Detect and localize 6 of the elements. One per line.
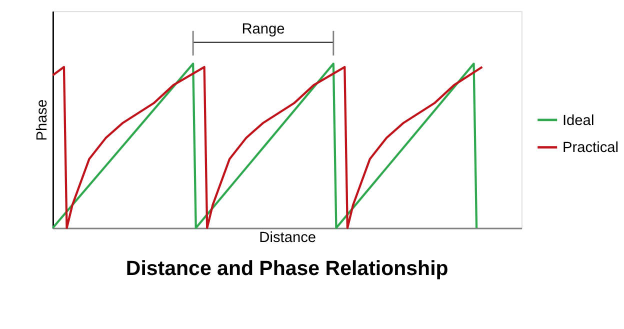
x-axis-title: Distance [259,230,316,246]
text: Range [242,22,285,38]
y-axis-title: Phase [34,99,50,141]
legend-label: Ideal [562,112,594,129]
legend-label: Practical [562,140,619,156]
text: Distance and Phase Relationship [126,256,448,280]
